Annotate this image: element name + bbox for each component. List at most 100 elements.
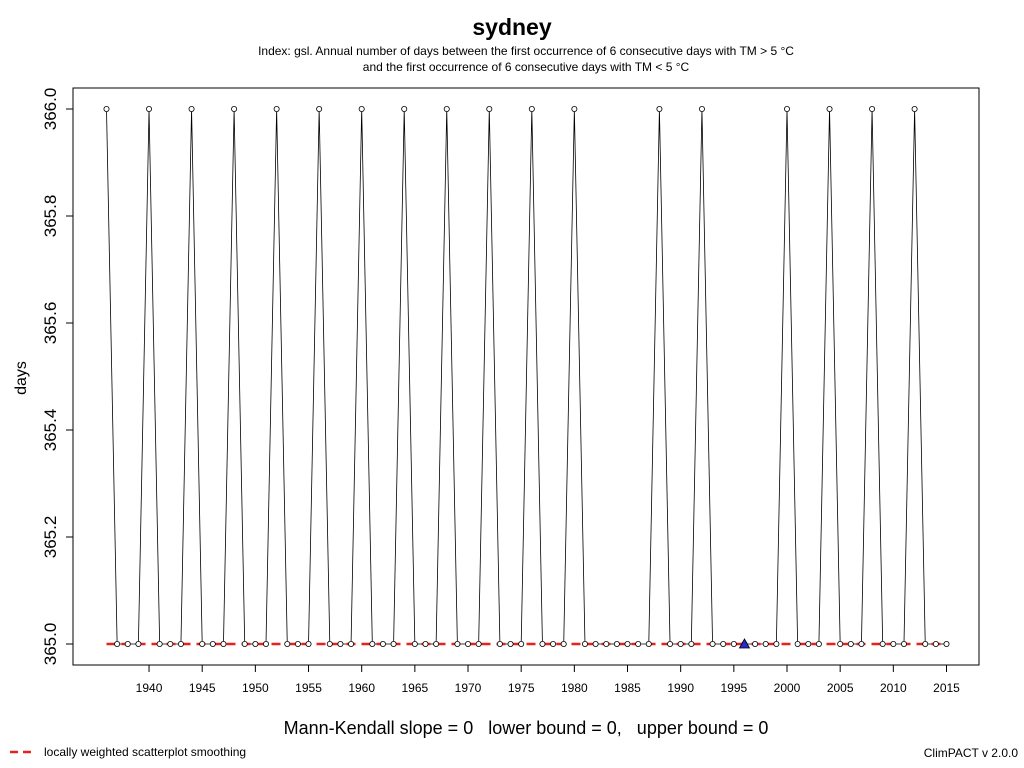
data-point <box>507 641 514 648</box>
data-point <box>911 106 918 113</box>
data-point <box>847 641 854 648</box>
data-point <box>316 106 323 113</box>
data-point <box>635 641 642 648</box>
y-tick-label: 366.0 <box>41 88 60 131</box>
data-point <box>443 106 450 113</box>
chart-subtitle-line1: Index: gsl. Annual number of days betwee… <box>258 44 794 58</box>
x-tick-label: 1990 <box>667 681 694 695</box>
data-point <box>390 641 397 648</box>
data-point <box>475 641 482 648</box>
data-point <box>869 106 876 113</box>
x-tick-label: 2010 <box>880 681 907 695</box>
data-point <box>496 641 503 648</box>
data-point <box>900 641 907 648</box>
data-point <box>730 641 737 648</box>
data-point <box>518 641 525 648</box>
data-point <box>114 641 121 648</box>
chart-subtitle-line2: and the first occurrence of 6 consecutiv… <box>362 60 690 74</box>
data-point <box>177 641 184 648</box>
data-point <box>284 641 291 648</box>
data-point <box>624 641 631 648</box>
data-point <box>688 641 695 648</box>
x-tick-label: 2015 <box>933 681 960 695</box>
x-tick-label: 1965 <box>402 681 429 695</box>
data-point <box>858 641 865 648</box>
data-point <box>603 641 610 648</box>
data-point <box>135 641 142 648</box>
x-tick-label: 1960 <box>348 681 375 695</box>
data-point <box>773 641 780 648</box>
data-point <box>698 106 705 113</box>
y-tick-label: 365.4 <box>41 409 60 452</box>
data-point <box>305 641 312 648</box>
x-tick-label: 1985 <box>614 681 641 695</box>
data-point <box>337 641 344 648</box>
data-point <box>581 641 588 648</box>
data-point <box>550 641 557 648</box>
data-point <box>358 106 365 113</box>
data-point <box>943 641 950 648</box>
y-axis-label: days <box>13 361 30 395</box>
data-point <box>465 641 472 648</box>
data-point <box>326 641 333 648</box>
data-point <box>411 641 418 648</box>
x-tick-label: 1945 <box>189 681 216 695</box>
data-point <box>879 641 886 648</box>
data-point <box>815 641 822 648</box>
data-point <box>262 641 269 648</box>
version-label: ClimPACT v 2.0.0 <box>923 746 1018 760</box>
y-tick-label: 365.8 <box>41 195 60 238</box>
data-point <box>656 106 663 113</box>
data-point <box>273 106 280 113</box>
x-tick-label: 1970 <box>455 681 482 695</box>
data-point <box>401 106 408 113</box>
data-point <box>294 641 301 648</box>
data-point <box>103 106 110 113</box>
data-point <box>592 641 599 648</box>
y-tick-label: 365.0 <box>41 623 60 666</box>
data-point <box>677 641 684 648</box>
data-point <box>837 641 844 648</box>
y-tick-label: 365.6 <box>41 302 60 345</box>
x-tick-label: 2000 <box>774 681 801 695</box>
data-point <box>486 106 493 113</box>
x-tick-label: 1955 <box>295 681 322 695</box>
data-point <box>560 641 567 648</box>
data-point <box>932 641 939 648</box>
data-point <box>156 641 163 648</box>
data-point <box>220 641 227 648</box>
data-point <box>252 641 259 648</box>
legend: locally weighted scatterplot smoothing <box>10 745 246 759</box>
data-point <box>922 641 929 648</box>
mann-kendall-stat: Mann-Kendall slope = 0 lower bound = 0, … <box>283 718 769 738</box>
data-point <box>762 641 769 648</box>
data-point <box>146 106 153 113</box>
data-point <box>571 106 578 113</box>
y-tick-label: 365.2 <box>41 516 60 559</box>
data-point <box>794 641 801 648</box>
data-point <box>752 641 759 648</box>
data-point <box>826 106 833 113</box>
data-point <box>167 641 174 648</box>
x-tick-label: 2005 <box>827 681 854 695</box>
data-point <box>422 641 429 648</box>
data-point <box>199 641 206 648</box>
data-point <box>231 106 238 113</box>
data-point <box>805 641 812 648</box>
data-point <box>709 641 716 648</box>
x-tick-label: 1950 <box>242 681 269 695</box>
data-point <box>890 641 897 648</box>
data-point <box>379 641 386 648</box>
plot-frame <box>72 87 980 666</box>
data-point <box>209 641 216 648</box>
chart-title: sydney <box>472 14 552 40</box>
legend-dash-icon <box>10 750 36 754</box>
data-point <box>188 106 195 113</box>
data-point <box>784 106 791 113</box>
data-point <box>667 641 674 648</box>
data-point <box>645 641 652 648</box>
x-tick-label: 1980 <box>561 681 588 695</box>
data-point <box>348 641 355 648</box>
x-tick-label: 1995 <box>720 681 747 695</box>
